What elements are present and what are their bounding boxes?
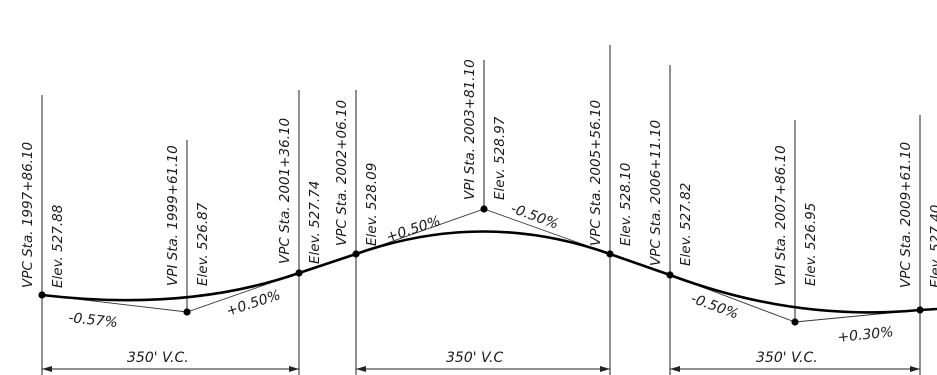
station-label-1: VPC Sta. 1997+86.10 — [20, 142, 36, 288]
dimension-arrow-3a — [670, 366, 680, 372]
station-label-2: VPI Sta. 1999+61.10 — [165, 145, 181, 286]
dimension-arrow-1b — [289, 366, 299, 372]
grade-label-1: -0.57% — [68, 310, 119, 331]
elevation-label-7: Elev. 527.82 — [678, 183, 694, 266]
station-label-9: VPC Sta. 2009+61.10 — [898, 142, 914, 288]
station-label-4: VPC Sta. 2002+06.10 — [334, 100, 350, 246]
point-vpc-6 — [916, 306, 924, 314]
station-label-5: VPI Sta. 2003+81.10 — [462, 59, 478, 200]
grade-label-3: +0.50% — [384, 213, 442, 246]
profile-points — [38, 205, 924, 326]
profile-curve — [41, 230, 937, 314]
station-label-8: VPI Sta. 2007+86.10 — [773, 145, 789, 286]
point-vpc-4 — [606, 250, 614, 258]
point-vpc-1 — [38, 291, 46, 299]
point-vpc-3 — [352, 250, 360, 258]
point-vpc-2 — [295, 269, 303, 277]
elevation-label-8: Elev. 526.95 — [803, 203, 819, 286]
elevation-label-3: Elev. 527.74 — [307, 181, 323, 264]
point-vpi-1 — [183, 308, 191, 316]
grade-label-4: -0.50% — [509, 201, 561, 233]
elevation-label-1: Elev. 527.88 — [50, 205, 66, 288]
station-label-3: VPC Sta. 2001+36.10 — [277, 118, 293, 264]
elevation-label-6: Elev. 528.10 — [618, 163, 634, 246]
curve-length-label-3: 350' V.C. — [756, 350, 818, 366]
station-label-6: VPC Sta. 2005+56.10 — [588, 100, 604, 246]
dimension-arrow-2b — [600, 366, 610, 372]
dimension-arrow-1a — [42, 366, 52, 372]
station-label-7: VPC Sta. 2006+11.10 — [648, 120, 664, 266]
curve-length-label-2: 350' V.C — [446, 350, 503, 366]
station-labels: VPC Sta. 1997+86.10 Elev. 527.88 VPI Sta… — [20, 59, 937, 288]
elevation-label-9: Elev. 527.40 — [928, 205, 937, 288]
grade-label-6: +0.30% — [837, 324, 895, 346]
grade-label-2: +0.50% — [224, 287, 282, 320]
curve-length-label-1: 350' V.C. — [127, 350, 189, 366]
elevation-label-4: Elev. 528.09 — [364, 163, 380, 246]
elevation-label-2: Elev. 526.87 — [195, 202, 211, 286]
dimension-arrow-3b — [910, 366, 920, 372]
point-vpi-3 — [791, 318, 799, 326]
station-lines — [41, 45, 921, 375]
point-vpc-5 — [666, 271, 674, 279]
curve-length-dimensions: 350' V.C. 350' V.C 350' V.C. — [42, 350, 920, 372]
grade-labels: -0.57% +0.50% +0.50% -0.50% -0.50% +0.30… — [68, 201, 895, 346]
elevation-label-5: Elev. 528.97 — [492, 116, 508, 200]
point-vpi-2 — [480, 205, 488, 213]
dimension-arrow-2a — [356, 366, 366, 372]
